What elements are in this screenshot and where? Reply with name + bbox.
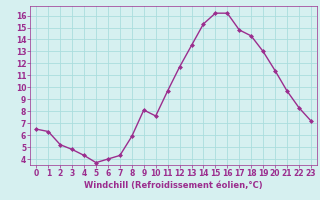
X-axis label: Windchill (Refroidissement éolien,°C): Windchill (Refroidissement éolien,°C) bbox=[84, 181, 263, 190]
